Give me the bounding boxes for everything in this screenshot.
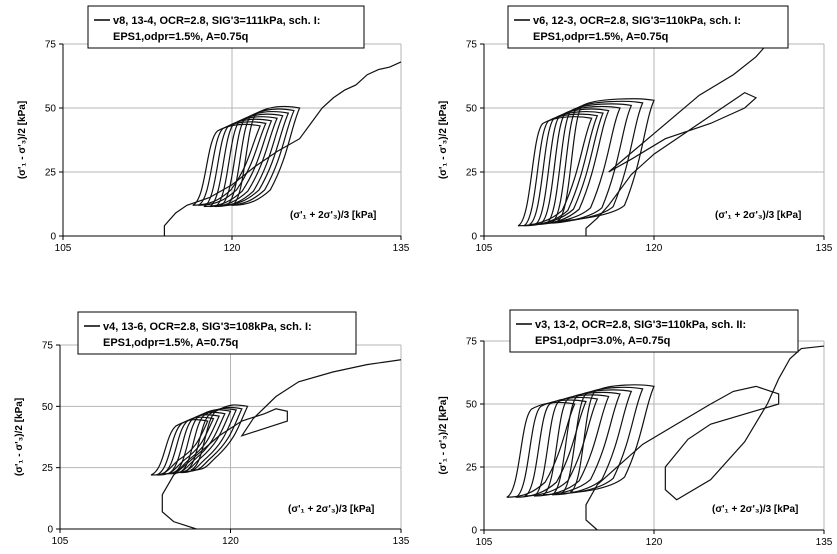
- hysteresis-loop: [560, 386, 644, 495]
- x-axis-label: (σ'₁ + 2σ'₃)/3 [kPa]: [715, 210, 801, 221]
- hysteresis-loop: [190, 404, 249, 471]
- hysteresis-loop: [192, 123, 262, 206]
- x-axis-label: (σ'₁ + 2σ'₃)/3 [kPa]: [288, 504, 374, 515]
- y-tick-label: 0: [47, 525, 53, 536]
- legend-line-2: EPS1,odpr=1.5%, A=0.75q: [113, 31, 248, 43]
- legend-line-2: EPS1,odpr=3.0%, A=0.75q: [535, 335, 670, 347]
- hysteresis-loop: [542, 391, 621, 496]
- y-tick-label: 25: [466, 168, 478, 179]
- hysteresis-loop: [551, 389, 633, 496]
- y-tick-label: 75: [466, 40, 478, 51]
- y-tick-label: 50: [466, 104, 478, 115]
- x-axis-label: (σ'₁ + 2σ'₃)/3 [kPa]: [290, 210, 376, 221]
- x-tick-label: 135: [816, 243, 833, 254]
- y-axis-label: (σ'₁ - σ'₃)/2 [kPa]: [14, 398, 25, 476]
- y-tick-label: 25: [42, 463, 54, 474]
- x-tick-label: 105: [52, 536, 69, 547]
- y-axis-label: (σ'₁ - σ'₃)/2 [kPa]: [438, 396, 449, 474]
- y-tick-label: 0: [50, 232, 56, 243]
- x-tick-label: 135: [393, 243, 410, 254]
- hysteresis-loop: [569, 384, 655, 493]
- hysteresis-loop: [557, 98, 655, 222]
- hysteresis-loop: [203, 118, 273, 208]
- y-axis-label: (σ'₁ - σ'₃)/2 [kPa]: [438, 101, 449, 179]
- stress-path-line: [163, 61, 402, 236]
- y-tick-label: 75: [466, 337, 478, 348]
- x-tick-label: 135: [393, 536, 410, 547]
- stress-path-line: [585, 345, 825, 531]
- hysteresis-loop: [162, 414, 221, 475]
- hysteresis-loop: [173, 409, 232, 474]
- legend-line-1: v6, 12-3, OCR=2.8, SIG'3=110kPa, sch. I:: [533, 15, 741, 27]
- chart-panel-v8: 105 120 135 0 25 50 75 (σ'₁ - σ'₃)/2 [kPa] (σ'₁ …: [17, 5, 410, 254]
- hysteresis-loop: [523, 113, 599, 227]
- hysteresis-loop: [226, 108, 295, 206]
- legend-box: [507, 5, 789, 49]
- hysteresis-loop: [534, 108, 610, 226]
- hysteresis-loop: [517, 116, 593, 227]
- hysteresis-loop: [524, 396, 599, 497]
- y-tick-label: 50: [466, 400, 478, 411]
- hysteresis-loop: [167, 411, 226, 475]
- stress-path-line: [585, 43, 768, 236]
- chart-panel-v3: 105 120 135 0 25 50 75 (σ'₁ - σ'₃)/2 [kPa] (σ'₁ …: [438, 309, 833, 548]
- y-tick-label: 0: [471, 232, 477, 243]
- hysteresis-loop: [506, 401, 576, 498]
- hysteresis-loop: [515, 399, 587, 498]
- hysteresis-loop: [551, 100, 644, 223]
- x-tick-label: 120: [646, 537, 663, 548]
- x-tick-label: 120: [224, 243, 241, 254]
- x-axis-label: (σ'₁ + 2σ'₃)/3 [kPa]: [712, 504, 798, 515]
- x-tick-label: 105: [55, 243, 72, 254]
- x-tick-label: 105: [476, 537, 493, 548]
- y-tick-label: 25: [45, 168, 57, 179]
- hysteresis-loop: [545, 103, 633, 224]
- hysteresis-loop: [231, 105, 301, 206]
- y-tick-label: 75: [45, 40, 57, 51]
- legend-line-2: EPS1,odpr=1.5%, A=0.75q: [533, 31, 668, 43]
- legend-line-1: v3, 13-2, OCR=2.8, SIG'3=110kPa, sch. II…: [535, 319, 746, 331]
- hysteresis-loop: [184, 406, 243, 472]
- hysteresis-loop: [214, 113, 284, 208]
- x-tick-label: 105: [476, 243, 493, 254]
- x-tick-label: 120: [646, 243, 663, 254]
- legend-box: [77, 311, 357, 355]
- chart-panel-v6: 105 120 135 0 25 50 75 (σ'₁ - σ'₃)/2 [kPa] (σ'₁ …: [438, 5, 833, 254]
- y-tick-label: 50: [45, 104, 57, 115]
- hysteresis-loop: [220, 110, 290, 206]
- hysteresis-loop: [533, 394, 610, 497]
- legend-line-1: v4, 13-6, OCR=2.8, SIG'3=108kPa, sch. I:: [103, 321, 312, 333]
- y-tick-label: 0: [471, 526, 477, 537]
- hysteresis-loop: [197, 121, 267, 206]
- y-tick-label: 25: [466, 463, 478, 474]
- y-tick-label: 50: [42, 402, 54, 413]
- y-tick-label: 75: [42, 341, 54, 352]
- hysteresis-loop: [209, 116, 278, 208]
- hysteresis-loop: [150, 418, 209, 476]
- legend-line-2: EPS1,odpr=1.5%, A=0.75q: [103, 337, 238, 349]
- x-tick-label: 135: [816, 537, 833, 548]
- legend-box: [509, 309, 799, 353]
- legend-box: [87, 5, 365, 49]
- stress-path-line: [161, 359, 402, 530]
- x-tick-label: 120: [222, 536, 239, 547]
- hysteresis-loop: [156, 416, 215, 476]
- legend-line-1: v8, 13-4, OCR=2.8, SIG'3=111kPa, sch. I:: [113, 15, 320, 27]
- hysteresis-loop: [540, 105, 621, 224]
- hysteresis-loop: [179, 407, 238, 474]
- hysteresis-loop: [528, 110, 604, 226]
- chart-panel-v4: 105 120 135 0 25 50 75 (σ'₁ - σ'₃)/2 [kPa] (σ'₁ …: [14, 311, 410, 547]
- y-axis-label: (σ'₁ - σ'₃)/2 [kPa]: [17, 101, 28, 179]
